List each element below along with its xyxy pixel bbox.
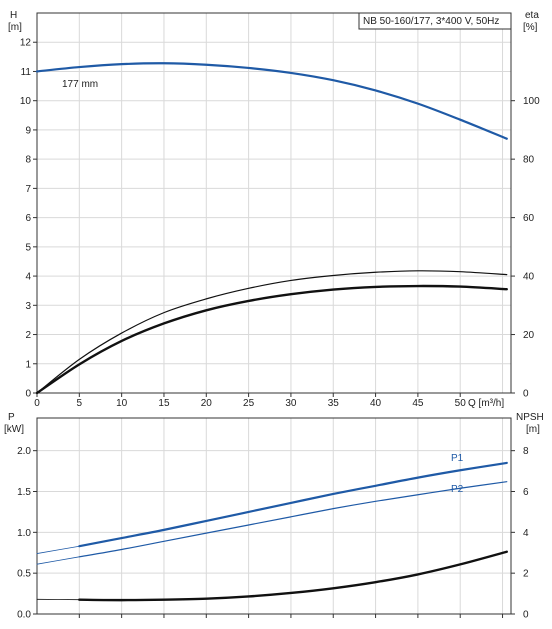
- head-efficiency-grid: [37, 13, 511, 393]
- chart-title: NB 50-160/177, 3*400 V, 50Hz: [363, 16, 499, 27]
- head-axis-label: H: [10, 10, 17, 21]
- p1-series-label: P1: [451, 453, 464, 464]
- left-tick-label: 0: [25, 389, 31, 400]
- left-tick-label: 12: [20, 38, 32, 49]
- left-tick-label: 9: [25, 125, 31, 136]
- head-efficiency-series: [35, 62, 508, 395]
- left-tick-label: 7: [25, 184, 31, 195]
- x-tick-label: 30: [285, 398, 297, 409]
- power-axis-label: P: [8, 412, 15, 423]
- power-npsh-series-4-line: [78, 550, 508, 602]
- left-tick-label: 1: [25, 359, 31, 370]
- left-tick-label: 2: [25, 330, 31, 341]
- left-tick-label: 8: [25, 155, 31, 166]
- left-tick-label: 0.5: [17, 569, 31, 580]
- power-npsh-grid: [37, 418, 511, 614]
- power-npsh-ticks: 0.0 0.5 1.0 1.5 2.0 0 2 4 6 8: [17, 446, 529, 620]
- title-box: [358, 12, 512, 30]
- x-tick-label: 50: [455, 398, 467, 409]
- left-tick-label: 0.0: [17, 610, 31, 621]
- power-npsh-series-0-line: [78, 461, 508, 548]
- power-npsh-series-2-line: [36, 545, 80, 554]
- x-tick-label: 10: [116, 398, 128, 409]
- npsh-axis-unit: [m]: [526, 424, 540, 435]
- x-tick-label: 20: [201, 398, 213, 409]
- right-tick-label: 60: [523, 213, 535, 224]
- head-efficiency-series-0-line: [35, 62, 508, 140]
- left-tick-label: 5: [25, 242, 31, 253]
- right-tick-label: 80: [523, 155, 535, 166]
- power-npsh-series-1-line: [78, 481, 508, 558]
- x-tick-label: 0: [34, 398, 40, 409]
- right-tick-label: 20: [523, 330, 535, 341]
- x-tick-label: 35: [328, 398, 340, 409]
- power-axis-unit: [kW]: [4, 424, 24, 435]
- impeller-diameter-label: 177 mm: [62, 79, 98, 90]
- right-tick-label: 100: [523, 96, 540, 107]
- right-tick-label: 40: [523, 272, 535, 283]
- right-tick-label: 2: [523, 569, 529, 580]
- head-efficiency-series-1-line: [36, 270, 508, 394]
- x-tick-label: 45: [412, 398, 424, 409]
- npsh-axis-label: NPSH: [516, 412, 544, 423]
- right-tick-label: 6: [523, 487, 529, 498]
- right-tick-label: 0: [523, 389, 529, 400]
- x-tick-label: 15: [158, 398, 170, 409]
- left-tick-label: 10: [20, 96, 32, 107]
- left-tick-label: 2.0: [17, 446, 31, 457]
- x-tick-label: 40: [370, 398, 382, 409]
- left-tick-label: 6: [25, 213, 31, 224]
- right-tick-label: 0: [523, 610, 529, 621]
- power-npsh-series-3-line: [36, 556, 80, 565]
- x-tick-label: 25: [243, 398, 255, 409]
- flow-axis-label: Q [m³/h]: [468, 398, 504, 409]
- efficiency-axis-label: eta: [525, 10, 539, 21]
- power-npsh-series: [36, 461, 508, 602]
- left-tick-label: 3: [25, 301, 31, 312]
- left-tick-label: 4: [25, 272, 31, 283]
- left-tick-label: 1.0: [17, 528, 31, 539]
- head-efficiency-series-2-line: [35, 284, 508, 395]
- left-tick-label: 1.5: [17, 487, 31, 498]
- right-tick-label: 4: [523, 528, 529, 539]
- right-tick-label: 8: [523, 446, 529, 457]
- x-tick-label: 5: [77, 398, 83, 409]
- efficiency-axis-unit: [%]: [523, 22, 538, 33]
- head-axis-unit: [m]: [8, 22, 22, 33]
- p2-series-label: P2: [451, 484, 464, 495]
- left-tick-label: 11: [21, 67, 32, 78]
- head-efficiency-frame: [36, 12, 512, 394]
- power-npsh-frame: [36, 417, 512, 615]
